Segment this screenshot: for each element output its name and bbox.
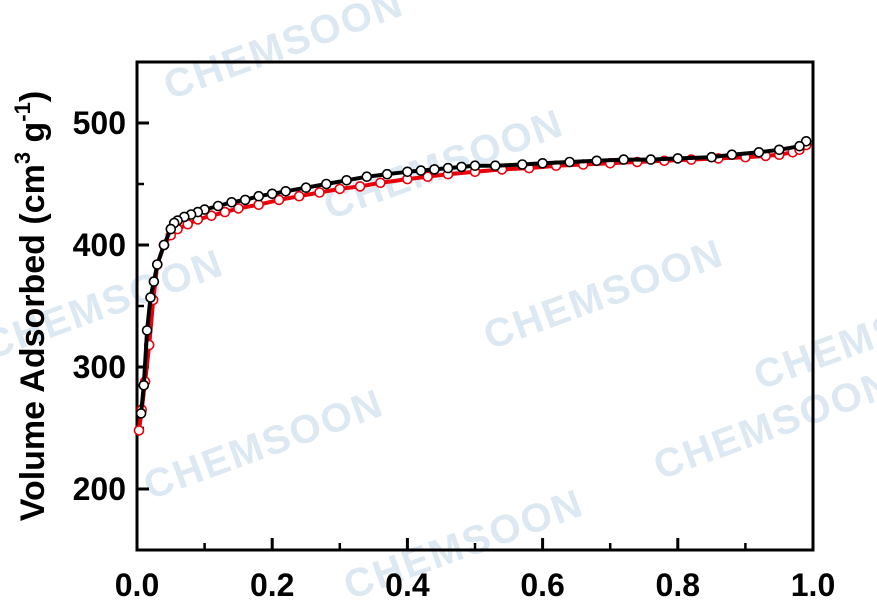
series-1-point-26 [266,188,278,200]
series-1-point-1 [794,140,805,152]
x-tick-label-4: 0.8 [656,567,700,603]
series-1-point-14 [469,160,481,171]
series-1-point-17 [429,164,440,175]
series-1-point-21 [361,171,373,182]
y-axis-title: Volume Adsorbed (cm3 g-1) [10,91,52,521]
x-tick-label-1: 0.2 [250,567,294,603]
series-1-point-28 [239,194,251,206]
y-tick-label-1: 300 [73,349,126,385]
series-1-point-25 [280,186,292,197]
x-tick-label-0: 0.0 [115,567,159,603]
series-0-point-13 [233,203,244,214]
series-1-point-9 [591,155,603,167]
series-1-point-27 [253,190,265,202]
series-1-point-7 [645,154,657,165]
series-1-point-10 [564,156,575,168]
series-1-point-22 [341,175,352,186]
series-1-point-12 [516,159,528,170]
y-axis-title-mid: g [14,122,52,152]
series-1-point-15 [456,161,467,173]
y-axis-title-end: ) [14,91,52,102]
series-0-line [137,143,808,431]
series-1-point-42 [141,325,153,336]
series-1-point-4 [726,149,738,160]
y-axis-title-sup1: 3 [10,152,35,164]
y-tick-label-0: 200 [73,471,126,507]
series-0-point-20 [375,177,386,189]
series-0 [133,139,812,436]
series-1-point-29 [226,197,237,208]
series-1-point-37 [165,223,177,235]
series-1-point-30 [212,200,224,212]
series-1-point-6 [672,153,684,164]
series-1-point-44 [135,408,147,419]
series-1-point-40 [148,276,160,287]
series-1-point-23 [320,178,332,190]
series-1-point-16 [442,162,454,174]
series-0-point-16 [293,190,305,202]
series-0-point-11 [206,210,217,221]
series-1-point-3 [753,147,765,158]
series-1-point-13 [489,160,501,171]
series-0-point-14 [253,199,265,210]
series-1-point-38 [158,239,170,251]
series-1 [135,136,812,419]
series-1-point-5 [706,151,717,163]
series-1-point-8 [618,154,630,165]
y-axis-title-main: Volume Adsorbed (cm [14,164,52,521]
y-tick-label-2: 400 [73,227,126,263]
x-tick-label-2: 0.4 [385,567,430,603]
series-1-point-41 [145,292,156,303]
series-1-point-43 [138,379,150,391]
x-tick-label-5: 1.0 [791,567,835,603]
series-0-point-19 [354,181,366,192]
series-0-point-18 [334,183,346,195]
y-axis: 200 300 400 500 [73,105,149,507]
watermark-0: CHEMSOON [158,0,409,108]
series-1-point-39 [152,259,163,270]
y-tick-label-3: 500 [73,105,126,141]
series-0-point-17 [314,187,325,198]
watermark-4: CHEMSOON [138,381,389,508]
y-axis-title-sup2: -1 [10,102,35,122]
series-0-point-0 [133,425,145,436]
x-axis: 0.0 0.2 0.4 0.6 0.8 1.0 [115,538,835,603]
series-0-point-22 [422,171,434,182]
series-layer [133,136,812,436]
series-1-point-24 [300,182,312,193]
series-1-point-18 [415,165,427,176]
series-1-point-20 [381,168,393,180]
series-1-point-2 [773,144,785,156]
series-0-point-12 [219,206,231,218]
series-1-point-19 [402,166,413,178]
series-0-point-15 [273,194,285,206]
watermark-3: CHEMSOON [478,231,729,358]
x-tick-label-3: 0.6 [520,567,564,603]
series-1-point-11 [537,158,548,169]
